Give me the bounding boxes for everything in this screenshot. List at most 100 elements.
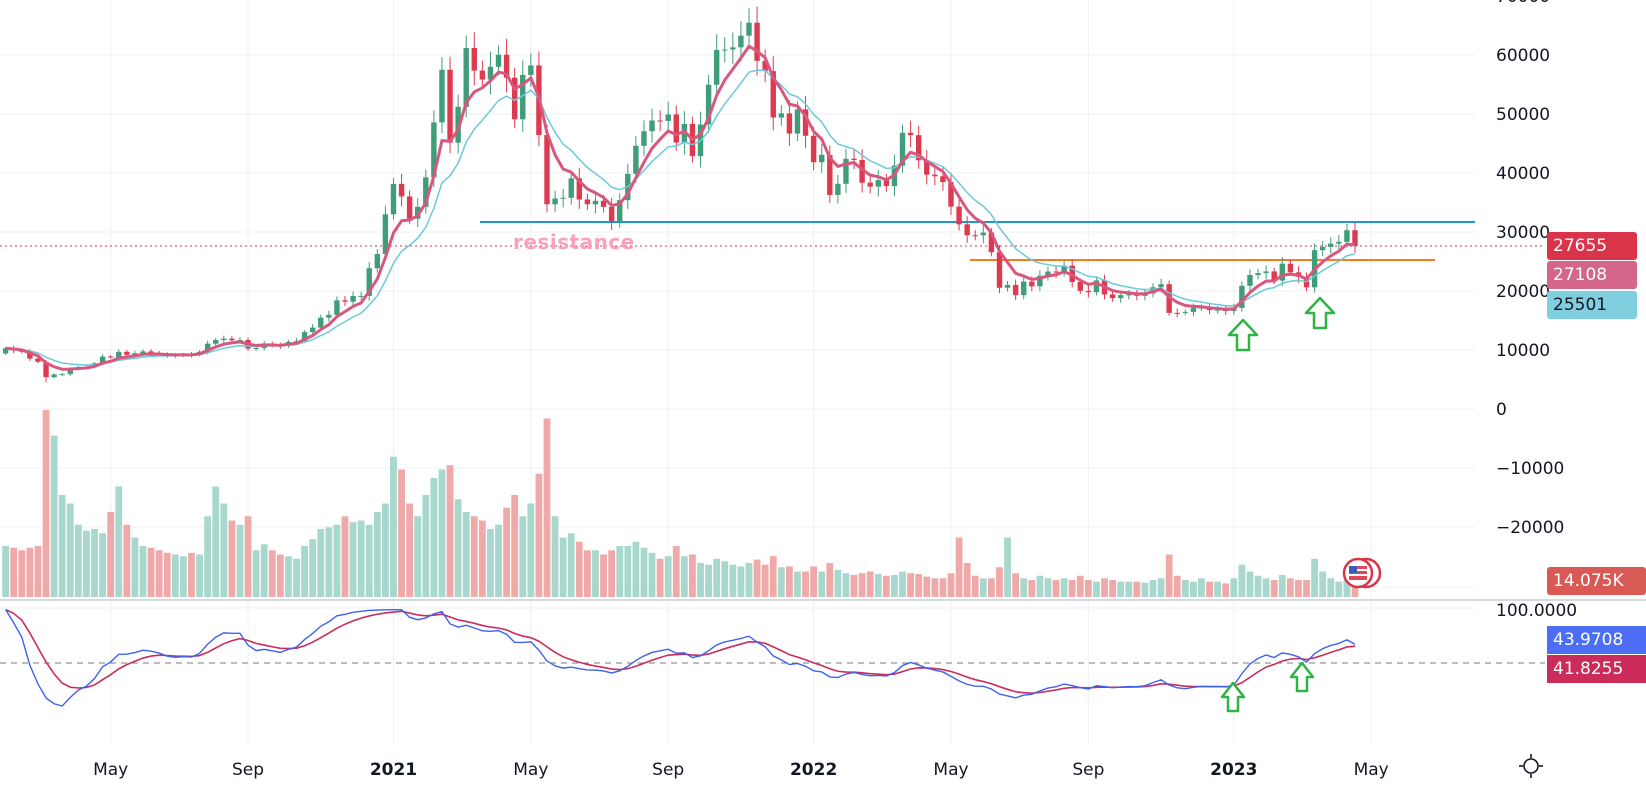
volume-bar bbox=[519, 516, 527, 597]
volume-bar bbox=[260, 544, 268, 597]
oscillator-top-tick: 100.0000 bbox=[1496, 601, 1577, 621]
volume-bar bbox=[899, 571, 906, 597]
volume-bar bbox=[1238, 564, 1246, 597]
candle-body bbox=[1344, 230, 1350, 242]
volume-bar bbox=[996, 567, 1003, 597]
volume-bar bbox=[131, 537, 139, 597]
volume-bar bbox=[188, 552, 195, 597]
volume-bar bbox=[1222, 583, 1230, 597]
volume-bar bbox=[10, 547, 18, 597]
volume-bar bbox=[1109, 580, 1116, 597]
candle-body bbox=[358, 295, 364, 297]
volume-bar bbox=[842, 573, 850, 597]
volume-bar bbox=[1117, 581, 1125, 597]
volume-bar bbox=[979, 578, 987, 597]
candle-body bbox=[835, 183, 841, 195]
time-axis[interactable]: May Sep 2021 May Sep 2022 May Sep 2023 May bbox=[93, 760, 1389, 780]
volume-bar bbox=[1133, 581, 1141, 597]
ma-slow-label: 25501 bbox=[1547, 291, 1637, 319]
volume-bar bbox=[301, 546, 308, 597]
candles bbox=[2, 6, 1358, 383]
candle-body bbox=[1182, 311, 1189, 313]
volume-bar bbox=[196, 554, 203, 597]
time-tick: 2023 bbox=[1210, 760, 1257, 780]
volume-bar bbox=[713, 558, 721, 597]
settings-sun-icon[interactable] bbox=[1519, 754, 1543, 778]
price-tick: −20000 bbox=[1496, 518, 1564, 538]
volume-bar bbox=[1327, 578, 1335, 597]
volume-bar bbox=[285, 556, 292, 597]
candle-body bbox=[374, 254, 381, 269]
candle-body bbox=[350, 296, 356, 302]
volume-bar bbox=[616, 546, 624, 597]
volume-bar bbox=[1173, 575, 1181, 597]
volume-bar bbox=[729, 564, 737, 597]
volume-bar bbox=[317, 529, 325, 597]
candle-body bbox=[301, 332, 308, 342]
volume-bar bbox=[584, 550, 591, 597]
candle-body bbox=[431, 122, 437, 178]
volume-bar bbox=[826, 563, 834, 597]
volume-bar bbox=[697, 563, 704, 597]
candle-body bbox=[1037, 275, 1043, 287]
candle-body bbox=[956, 206, 962, 225]
volume-bar bbox=[753, 559, 761, 597]
candle-body bbox=[576, 178, 583, 200]
candle-body bbox=[762, 60, 768, 72]
candle-body bbox=[309, 327, 316, 333]
candle-body bbox=[415, 206, 421, 219]
oscillator-main-line bbox=[5, 608, 1356, 707]
oscillator-signal-label: 41.8255 bbox=[1547, 655, 1646, 683]
volume-bar bbox=[648, 552, 656, 597]
volume-bar bbox=[1157, 578, 1165, 597]
volume-bar bbox=[1052, 580, 1060, 597]
candle-body bbox=[148, 351, 154, 354]
price-tick: 40000 bbox=[1496, 164, 1550, 184]
volume-bar bbox=[390, 456, 397, 597]
candle-body bbox=[1093, 280, 1100, 293]
volume-bar bbox=[858, 573, 866, 597]
time-tick: May bbox=[933, 760, 968, 780]
candle-body bbox=[463, 47, 469, 107]
price-axis[interactable]: 70000 60000 50000 40000 30000 20000 10000 0 −100… bbox=[1496, 0, 1564, 538]
candle-body bbox=[948, 182, 954, 207]
candle-body bbox=[657, 120, 663, 122]
candle-body bbox=[859, 160, 865, 183]
time-tick: May bbox=[513, 760, 548, 780]
candle-body bbox=[883, 180, 890, 187]
volume-bar bbox=[228, 520, 236, 597]
us-economic-event-icon[interactable] bbox=[1342, 557, 1382, 589]
volume-bar bbox=[123, 524, 131, 597]
volume-bar bbox=[341, 516, 349, 597]
volume-bar bbox=[446, 465, 454, 597]
candle-body bbox=[875, 180, 881, 187]
up-arrow-icon bbox=[1220, 681, 1246, 713]
candle-body bbox=[1109, 294, 1116, 299]
candle-body bbox=[649, 120, 655, 132]
candle-body bbox=[390, 183, 397, 215]
volume-bar bbox=[58, 495, 66, 597]
time-tick: Sep bbox=[232, 760, 264, 780]
candle-body bbox=[140, 351, 146, 354]
volume-bar bbox=[632, 541, 640, 597]
volume-bar bbox=[1020, 578, 1028, 597]
volume-bar bbox=[1028, 580, 1036, 597]
volume-bar bbox=[373, 512, 381, 597]
volume-bar bbox=[495, 524, 502, 597]
volume-bar bbox=[955, 537, 963, 597]
time-tick: 2021 bbox=[370, 760, 417, 780]
candle-body bbox=[980, 232, 987, 236]
candle-body bbox=[1053, 271, 1059, 273]
candle-body bbox=[794, 109, 801, 134]
volume-bar bbox=[487, 529, 494, 597]
candle-body bbox=[673, 114, 679, 143]
candle-body bbox=[592, 200, 599, 205]
volume-bar bbox=[414, 516, 422, 597]
candle-body bbox=[1328, 243, 1334, 247]
volume-bar bbox=[212, 486, 220, 597]
candle-body bbox=[899, 132, 906, 166]
candle-body bbox=[1158, 284, 1164, 288]
candle-body bbox=[423, 177, 429, 207]
volume-bar bbox=[91, 529, 98, 597]
